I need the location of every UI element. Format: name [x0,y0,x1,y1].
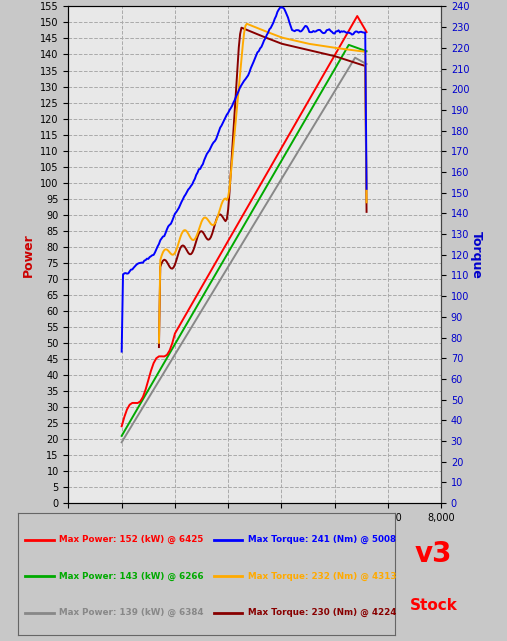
Text: v3: v3 [415,540,452,569]
Y-axis label: Torque: Torque [470,231,483,279]
Text: Max Power: 139 (kW) @ 6384: Max Power: 139 (kW) @ 6384 [59,608,204,617]
Text: Max Torque: 241 (Nm) @ 5008: Max Torque: 241 (Nm) @ 5008 [248,535,396,544]
Text: Max Torque: 232 (Nm) @ 4313: Max Torque: 232 (Nm) @ 4313 [248,572,396,581]
Y-axis label: Power: Power [21,233,34,277]
Text: Max Power: 143 (kW) @ 6266: Max Power: 143 (kW) @ 6266 [59,572,204,581]
X-axis label: Engine Speed (RPM): Engine Speed (RPM) [183,528,327,542]
Text: Max Torque: 230 (Nm) @ 4224: Max Torque: 230 (Nm) @ 4224 [248,608,396,617]
Text: Stock: Stock [410,598,457,613]
Text: Max Power: 152 (kW) @ 6425: Max Power: 152 (kW) @ 6425 [59,535,204,544]
